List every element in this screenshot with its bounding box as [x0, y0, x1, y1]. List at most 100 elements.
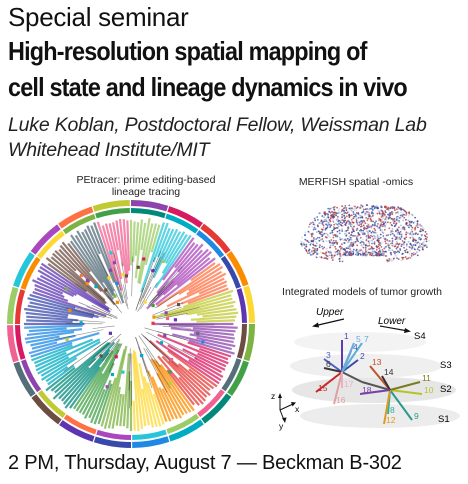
- lineage-marker: [108, 331, 113, 335]
- merfish-cell: [411, 214, 414, 217]
- middle-ring-segment: [15, 289, 26, 324]
- merfish-cell: [408, 222, 411, 225]
- merfish-cell: [403, 246, 405, 249]
- merfish-cell: [370, 215, 373, 218]
- lineage-branch: [196, 319, 236, 323]
- lineage-branch: [157, 227, 171, 258]
- merfish-cell: [371, 223, 374, 226]
- lineage-branch: [100, 377, 117, 427]
- lineage-branch: [122, 219, 129, 275]
- merfish-cell: [336, 241, 339, 244]
- merfish-cell: [408, 245, 411, 248]
- lineage-branch: [166, 277, 225, 308]
- merfish-cell: [404, 249, 406, 252]
- outer-ring-segment: [201, 393, 232, 424]
- merfish-cell: [337, 252, 340, 255]
- merfish-cell: [371, 214, 374, 217]
- lineage-branch: [32, 279, 64, 295]
- merfish-cell: [355, 237, 358, 239]
- merfish-cell: [393, 225, 396, 228]
- lineage-branch: [167, 349, 218, 388]
- lineage-branch: [26, 319, 73, 324]
- lineage-root-branch: [156, 313, 188, 320]
- merfish-cell: [412, 232, 415, 235]
- merfish-cell: [317, 252, 320, 255]
- merfish-cell: [361, 232, 364, 235]
- merfish-cell: [341, 228, 343, 231]
- merfish-cell: [307, 252, 309, 255]
- merfish-tissue: [300, 204, 430, 263]
- merfish-cell: [341, 222, 344, 225]
- merfish-cell: [305, 250, 308, 253]
- tree-branch: [389, 381, 421, 391]
- lineage-center: [117, 310, 145, 338]
- merfish-cell: [373, 241, 376, 244]
- merfish-cell: [375, 252, 378, 255]
- merfish-cell: [318, 236, 321, 239]
- tree-node-label: 11: [422, 373, 431, 383]
- outer-ring-segment: [30, 224, 61, 255]
- integrated-model-caption: Integrated models of tumor growth: [282, 286, 442, 298]
- merfish-cell: [342, 248, 345, 251]
- merfish-cell: [402, 208, 404, 211]
- tree-node-label: 5: [356, 334, 361, 344]
- talk-title-line-1: High-resolution spatial mapping of: [8, 36, 367, 66]
- merfish-cell: [337, 225, 340, 228]
- merfish-cell: [376, 234, 379, 237]
- merfish-cell: [383, 218, 386, 221]
- merfish-cell: [411, 252, 413, 255]
- merfish-cell: [326, 213, 328, 216]
- merfish-cell: [409, 250, 412, 252]
- lineage-branch: [32, 291, 107, 317]
- lineage-root-branch: [143, 347, 168, 393]
- lineage-branch: [37, 356, 70, 375]
- merfish-cell: [379, 244, 382, 247]
- merfish-cell: [349, 224, 352, 227]
- merfish-cell: [325, 217, 328, 220]
- merfish-cell: [307, 249, 310, 252]
- merfish-cell: [338, 229, 341, 232]
- outer-ring-segment: [168, 419, 204, 442]
- merfish-cell: [327, 235, 330, 238]
- merfish-cell: [401, 240, 404, 242]
- lineage-branch: [150, 224, 161, 253]
- merfish-cell: [408, 253, 411, 255]
- lineage-root-branch: [128, 353, 131, 409]
- merfish-cell: [321, 222, 324, 224]
- tree-node-label: 18: [362, 385, 372, 395]
- middle-ring-segment: [131, 208, 166, 219]
- merfish-cell: [395, 222, 398, 225]
- tree-node-label: 6: [326, 359, 331, 369]
- lineage-marker: [104, 288, 108, 292]
- merfish-cell: [336, 230, 339, 233]
- merfish-cell: [405, 233, 407, 236]
- lineage-branch: [103, 349, 126, 430]
- lineage-marker: [115, 281, 119, 285]
- lineage-branch: [34, 351, 67, 368]
- outer-ring-segment: [243, 324, 255, 362]
- merfish-cell: [405, 211, 408, 214]
- lineage-branch: [168, 324, 238, 329]
- merfish-cell: [327, 216, 330, 219]
- lineage-marker: [152, 315, 156, 319]
- tree-node-label: 2: [360, 351, 365, 361]
- merfish-cell: [305, 243, 308, 246]
- speaker-affiliation: Whitehead Institute/MIT: [8, 139, 210, 161]
- merfish-cell: [340, 219, 343, 222]
- merfish-cell: [416, 220, 419, 223]
- merfish-cell: [422, 240, 425, 243]
- lineage-root-branch: [104, 291, 119, 309]
- lineage-branch: [30, 334, 76, 347]
- merfish-cell: [412, 238, 415, 241]
- merfish-cell: [387, 234, 390, 236]
- merfish-cell: [360, 229, 363, 232]
- merfish-cell: [330, 239, 333, 241]
- merfish-cell: [308, 225, 311, 228]
- lineage-branch: [174, 242, 196, 269]
- tree-branch: [341, 359, 359, 373]
- merfish-cell: [364, 246, 367, 249]
- lineage-branch: [146, 370, 168, 422]
- merfish-cell: [353, 241, 355, 243]
- merfish-cell: [332, 228, 335, 231]
- merfish-cell: [348, 207, 351, 210]
